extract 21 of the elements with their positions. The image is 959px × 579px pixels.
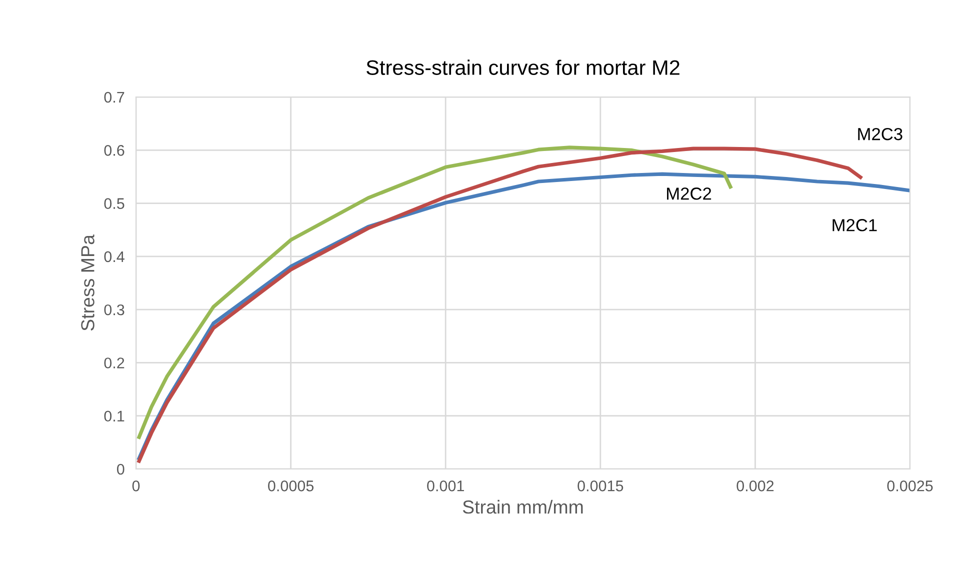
y-tick-label: 0.1	[104, 410, 124, 422]
y-tick-label: 0.7	[104, 92, 124, 103]
y-tick-label: 0.6	[104, 145, 124, 156]
y-tick-label: 0.5	[104, 198, 124, 209]
y-tick-label: 0.2	[104, 358, 124, 368]
series-label: M2C3	[858, 128, 902, 140]
y-tick-label: 0.4	[104, 251, 124, 262]
series-label: M2C2	[667, 188, 712, 200]
x-axis-title: Strain mm/mm	[462, 500, 583, 514]
y-tick-label: 0.3	[104, 304, 124, 316]
y-axis-title: Stress MPa	[81, 234, 94, 331]
x-tick-label: 0.001	[427, 480, 464, 492]
chart-title: Stress-strain curves for mortar M2	[366, 60, 680, 75]
x-tick-label: 0	[132, 480, 140, 492]
x-tick-label: 0.0015	[578, 480, 624, 492]
series-label: M2C1	[832, 219, 877, 232]
line-series	[137, 146, 732, 439]
x-tick-label: 0.0005	[268, 480, 314, 492]
y-tick-label: 0	[116, 464, 124, 475]
x-tick-label: 0.0025	[887, 480, 933, 492]
x-tick-label: 0.002	[736, 480, 774, 492]
